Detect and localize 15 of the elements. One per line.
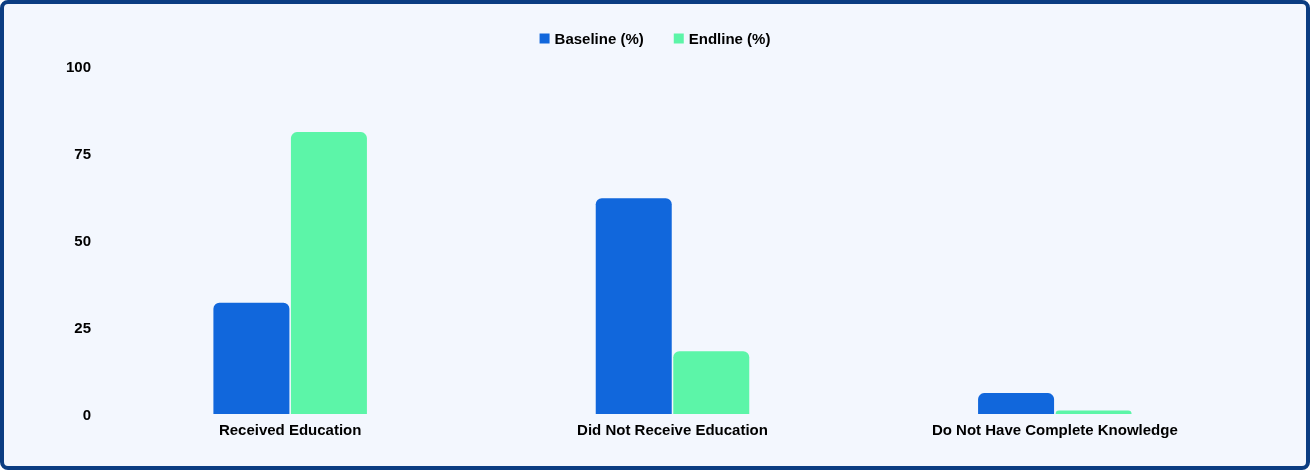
x-tick-label: Do Not Have Complete Knowledge <box>931 421 1178 438</box>
x-tick-label: Did Not Receive Education <box>577 421 768 438</box>
y-tick-label: 100 <box>65 57 91 75</box>
bar <box>290 132 367 414</box>
bar <box>213 302 290 414</box>
bar <box>595 198 672 414</box>
legend-label: Endline (%) <box>688 30 771 47</box>
y-tick-label: 0 <box>82 405 91 423</box>
y-tick-label: 50 <box>74 231 91 249</box>
y-tick-label: 75 <box>74 144 91 162</box>
bar <box>978 393 1055 414</box>
legend-label: Baseline (%) <box>554 30 644 47</box>
bar <box>673 351 750 414</box>
x-tick-label: Received Education <box>218 421 362 438</box>
y-tick-label: 25 <box>74 318 91 336</box>
